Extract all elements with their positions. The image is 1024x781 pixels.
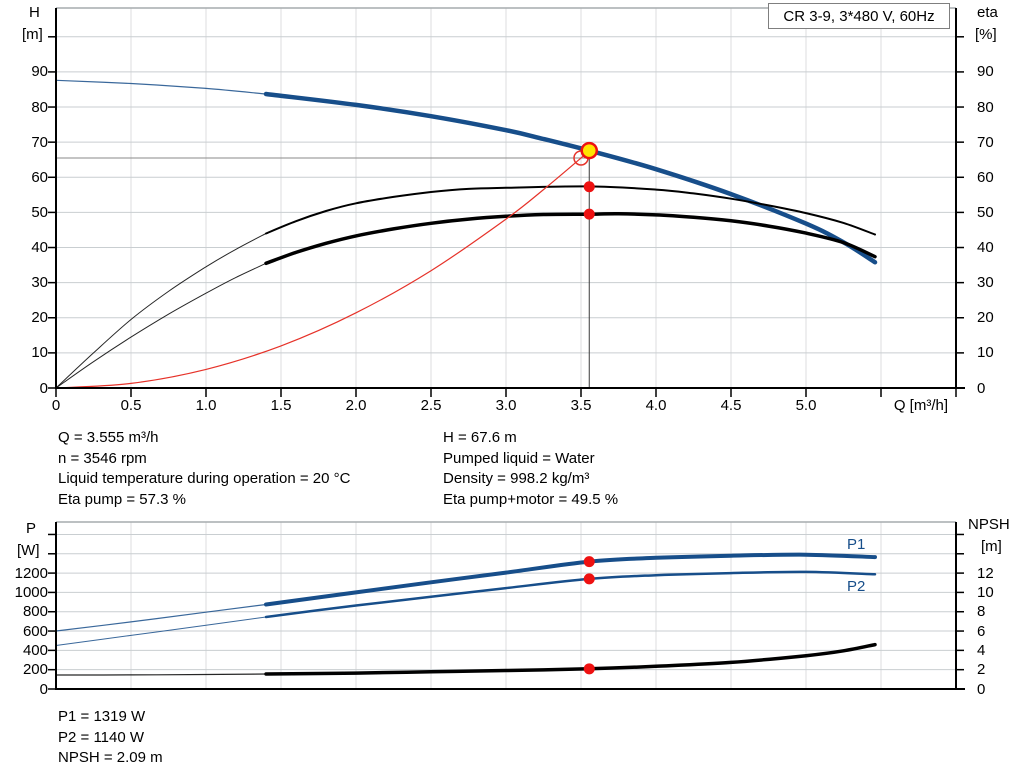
power-data-block: P1 = 1319 W P2 = 1140 W NPSH = 2.09 m — [58, 707, 163, 769]
npsh-tick-label: 8 — [977, 603, 986, 620]
eta-tick-label: 60 — [977, 169, 994, 186]
q-tick-label: 2.0 — [345, 397, 367, 414]
curve-p2-thin — [55, 616, 267, 646]
h-tick-label: 60 — [31, 169, 48, 186]
p-tick-label: 1000 — [14, 584, 48, 601]
operating-point-dot — [583, 208, 595, 220]
h-axis-title: H — [29, 4, 40, 21]
operating-point-dot — [583, 181, 595, 193]
q-tick-label: 5.0 — [795, 397, 817, 414]
h-tick-label: 30 — [31, 274, 48, 291]
q-tick-label: 0.5 — [120, 397, 142, 414]
p2-series-label: P2 — [847, 578, 866, 595]
eta-tick-label: 70 — [977, 134, 994, 151]
curve-h-thin — [55, 79, 267, 95]
npsh-tick-label: 2 — [977, 661, 986, 678]
h-tick-label: 40 — [31, 239, 48, 256]
p-axis-unit: [W] — [17, 542, 40, 559]
operating-point-dot — [583, 573, 595, 585]
operating-point-dot — [583, 556, 595, 568]
eta-tick-label: 40 — [977, 239, 994, 256]
info-q: Q = 3.555 m³/h — [58, 429, 159, 446]
info-p2: P2 = 1140 W — [58, 728, 145, 746]
info-pumped-liquid: Pumped liquid = Water — [443, 449, 595, 467]
operating-data-right: H = 67.6 m Pumped liquid = Water Density… — [443, 428, 618, 510]
eta-tick-label: 10 — [977, 344, 994, 361]
eta-tick-label: 30 — [977, 274, 994, 291]
q-tick-label: 0 — [51, 397, 61, 414]
q-tick-label: 2.5 — [420, 397, 442, 414]
duty-point-marker — [580, 141, 598, 160]
h-tick-label: 10 — [31, 344, 48, 361]
q-tick-label: 3.0 — [495, 397, 517, 414]
p-axis-title: P — [26, 520, 37, 537]
eta-tick-label: 90 — [977, 63, 994, 80]
eta-tick-label: 50 — [977, 204, 994, 221]
pump-model-box: CR 3-9, 3*480 V, 60Hz — [768, 3, 950, 29]
h-tick-label: 50 — [31, 204, 48, 221]
npsh-tick-label: 6 — [977, 623, 986, 640]
curve-eta-pump-motor — [264, 212, 877, 266]
curve-p2 — [264, 570, 877, 619]
h-tick-label: 20 — [31, 309, 48, 326]
q-tick-label: 4.0 — [645, 397, 667, 414]
info-h: H = 67.6 m — [443, 429, 517, 446]
info-eta-pump-motor: Eta pump+motor = 49.5 % — [443, 490, 619, 508]
q-tick-label: 1.5 — [270, 397, 292, 414]
h-tick-label: 0 — [39, 380, 48, 397]
npsh-axis-title: NPSH — [968, 516, 1010, 533]
p-tick-label: 1200 — [14, 565, 48, 582]
eta-tick-label: 80 — [977, 99, 994, 116]
q-tick-label: 1.0 — [195, 397, 217, 414]
p1-series-label: P1 — [847, 536, 866, 553]
q-axis-title: Q [m³/h] — [893, 397, 948, 414]
p-tick-label: 400 — [22, 642, 48, 659]
eta-tick-label: 20 — [977, 309, 994, 326]
q-tick-label: 3.5 — [570, 397, 592, 414]
p-tick-label: 800 — [22, 603, 48, 620]
curve-npsh — [264, 642, 877, 676]
curve-p1-thin — [55, 603, 267, 632]
npsh-tick-label: 4 — [977, 642, 986, 659]
pump-model-label: CR 3-9, 3*480 V, 60Hz — [783, 7, 935, 25]
curve-eta-pump — [265, 185, 876, 236]
p-tick-label: 0 — [39, 681, 48, 698]
npsh-tick-label: 12 — [977, 565, 994, 582]
curve-system-curve — [55, 150, 590, 389]
h-tick-label: 80 — [31, 99, 48, 116]
info-liquid-temp: Liquid temperature during operation = 20… — [58, 470, 351, 487]
npsh-tick-label: 0 — [977, 681, 986, 698]
eta-tick-label: 0 — [977, 380, 986, 397]
info-n: n = 3546 rpm — [58, 449, 147, 467]
info-eta-pump: Eta pump = 57.3 % — [58, 490, 186, 508]
eta-axis-unit: [%] — [975, 26, 997, 43]
info-npsh: NPSH = 2.09 m — [58, 749, 163, 766]
h-axis-unit: [m] — [22, 26, 43, 43]
q-tick-label: 4.5 — [720, 397, 742, 414]
operating-point-dot — [583, 663, 595, 675]
h-tick-label: 90 — [31, 63, 48, 80]
info-density: Density = 998.2 kg/m³ — [443, 470, 590, 487]
curve-npsh-thin — [55, 673, 267, 676]
info-p1: P1 = 1319 W — [58, 708, 146, 725]
npsh-axis-unit: [m] — [981, 538, 1002, 555]
curve-eta-pump-thin — [55, 233, 267, 389]
p-tick-label: 600 — [22, 623, 48, 640]
npsh-tick-label: 10 — [977, 584, 994, 601]
curve-eta-pump-motor-thin — [55, 262, 267, 389]
eta-axis-title: eta — [977, 4, 998, 21]
h-tick-label: 70 — [31, 134, 48, 151]
operating-data-left: Q = 3.555 m³/h n = 3546 rpm Liquid tempe… — [58, 428, 350, 510]
p-tick-label: 200 — [22, 661, 48, 678]
